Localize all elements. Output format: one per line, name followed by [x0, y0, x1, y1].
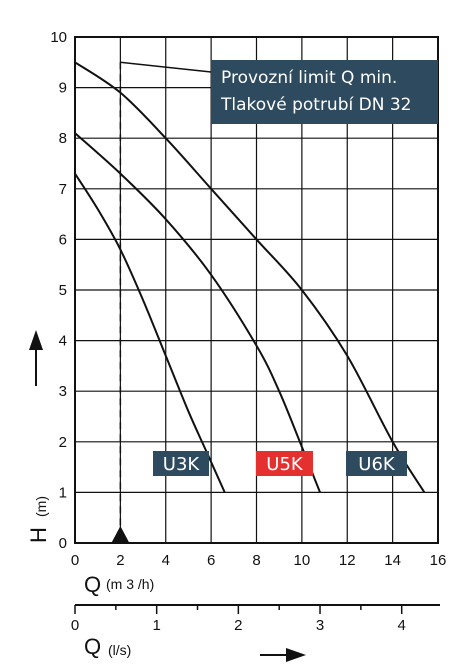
x-tick-label: 16 [430, 552, 447, 569]
secondary-axis-ticks: 0 1 2 3 4 [71, 605, 406, 634]
x-tick-label: 14 [384, 552, 401, 569]
x-axis-title-main: Q [84, 572, 101, 597]
secondary-axis-title-unit: (l/s) [108, 642, 131, 658]
y-tick-label: 2 [59, 434, 67, 451]
y-tick-label: 3 [59, 383, 67, 400]
annotation-line-1: Provozní limit Q min. [221, 68, 397, 88]
series-label-u6k: U6K [358, 454, 396, 475]
plot-frame [74, 36, 439, 544]
secondary-tick-label: 0 [71, 617, 79, 634]
x-tick-label: 6 [207, 552, 215, 569]
x-tick-label: 2 [116, 552, 124, 569]
y-axis-title: H (m) [26, 496, 51, 543]
y-tick-label: 6 [59, 231, 67, 248]
annotation-leader-line [120, 61, 212, 73]
series-label-u3k: U3K [163, 454, 201, 475]
y-tick-label: 5 [59, 282, 67, 299]
min-flow-limit-marker [111, 526, 130, 543]
y-tick-label: 0 [59, 535, 67, 552]
x-tick-label: 10 [294, 552, 311, 569]
y-tick-label: 1 [59, 484, 67, 501]
secondary-tick-label: 3 [316, 617, 324, 634]
secondary-axis-title-main: Q [84, 634, 101, 659]
y-arrow-icon [29, 330, 43, 386]
y-tick-label: 9 [59, 80, 67, 97]
annotation-box [211, 60, 438, 124]
curve-u3k [74, 173, 226, 493]
curve-u6k [74, 61, 426, 493]
series-label-box-u5k [256, 451, 313, 476]
secondary-tick-label: 4 [398, 617, 406, 634]
x-arrow-icon [260, 648, 306, 662]
series-label-box-u6k [346, 451, 407, 476]
y-tick-label: 10 [50, 29, 67, 46]
y-tick-label: 4 [59, 333, 67, 350]
y-tick-label: 8 [59, 130, 67, 147]
x-tick-label: 12 [339, 552, 356, 569]
curve-u5k [74, 132, 321, 493]
pump-curves [74, 61, 426, 493]
series-label-box-u3k [153, 451, 209, 476]
x-tick-label: 4 [162, 552, 170, 569]
y-axis-title-unit: (m) [33, 496, 49, 517]
series-label-u5k: U5K [266, 454, 304, 475]
y-tick-label: 7 [59, 181, 67, 198]
series-labels: U3K U5K U6K [153, 451, 407, 476]
x-tick-label: 8 [252, 552, 260, 569]
secondary-tick-label: 1 [153, 617, 161, 634]
x-axis-title-unit: (m 3 /h) [106, 576, 154, 592]
y-axis-title-main: H [26, 527, 51, 543]
x-tick-label: 0 [71, 552, 79, 569]
annotation-line-2: Tlakové potrubí DN 32 [220, 95, 411, 115]
secondary-tick-label: 2 [234, 617, 242, 634]
